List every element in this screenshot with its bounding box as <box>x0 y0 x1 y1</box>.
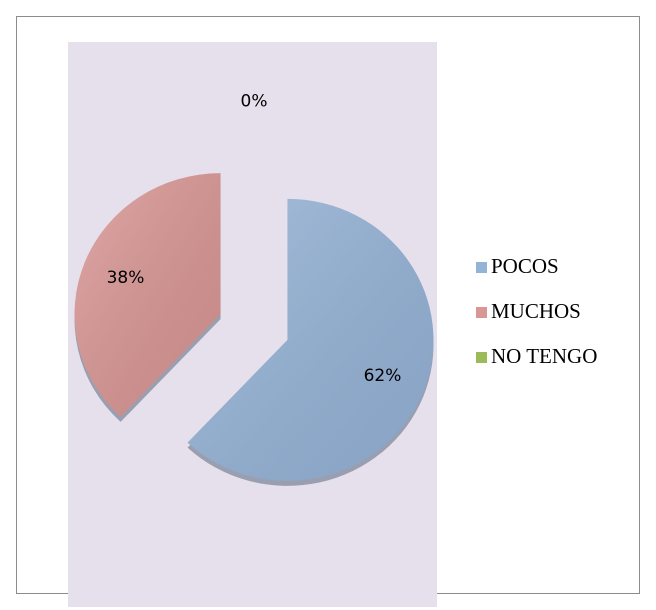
legend-swatch <box>476 262 487 273</box>
legend-label: NO TENGO <box>491 344 597 368</box>
legend-label: POCOS <box>491 254 559 278</box>
data-label: 38% <box>107 268 145 288</box>
data-label: 62% <box>364 366 402 386</box>
legend-swatch <box>476 307 487 318</box>
pie: 62% 38% 0% <box>74 92 434 486</box>
legend-label: MUCHOS <box>491 299 581 323</box>
legend: POCOS MUCHOS NO TENGO <box>476 254 597 368</box>
slice-shade <box>187 198 434 481</box>
data-label: 0% <box>241 92 268 112</box>
legend-swatch <box>476 352 487 363</box>
slice-shade <box>74 173 221 417</box>
